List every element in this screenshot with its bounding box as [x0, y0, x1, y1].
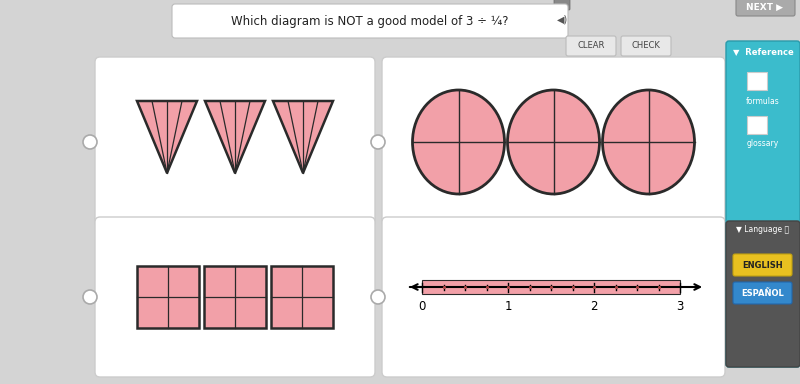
- Text: ▼ Language ⓘ: ▼ Language ⓘ: [737, 225, 790, 233]
- Text: ◀): ◀): [558, 14, 569, 24]
- Text: glossary: glossary: [747, 139, 779, 149]
- Circle shape: [371, 135, 385, 149]
- Text: ENGLISH: ENGLISH: [742, 260, 783, 270]
- FancyBboxPatch shape: [733, 254, 792, 276]
- Bar: [271, 266, 333, 328]
- Bar: [204, 266, 266, 328]
- Text: 1: 1: [504, 300, 512, 313]
- FancyBboxPatch shape: [554, 0, 570, 10]
- FancyBboxPatch shape: [621, 36, 671, 56]
- FancyBboxPatch shape: [382, 217, 725, 377]
- FancyBboxPatch shape: [736, 0, 795, 16]
- Bar: [747, 116, 767, 134]
- Polygon shape: [205, 101, 265, 173]
- FancyBboxPatch shape: [382, 57, 725, 227]
- Text: 3: 3: [676, 300, 684, 313]
- Text: Which diagram is NOT a good model of 3 ÷ ¼?: Which diagram is NOT a good model of 3 ÷…: [231, 15, 509, 28]
- Bar: [137, 266, 199, 328]
- Text: formulas: formulas: [746, 98, 780, 106]
- FancyBboxPatch shape: [172, 4, 568, 38]
- Polygon shape: [273, 101, 333, 173]
- Text: ESPAÑOL: ESPAÑOL: [742, 288, 784, 298]
- Circle shape: [83, 290, 97, 304]
- FancyBboxPatch shape: [735, 65, 789, 101]
- Bar: [747, 72, 767, 90]
- FancyBboxPatch shape: [566, 36, 616, 56]
- Circle shape: [371, 290, 385, 304]
- Text: ▼  Reference: ▼ Reference: [733, 48, 794, 56]
- Ellipse shape: [602, 90, 694, 194]
- Text: CHECK: CHECK: [631, 41, 661, 51]
- Ellipse shape: [507, 90, 599, 194]
- FancyBboxPatch shape: [95, 57, 375, 227]
- FancyBboxPatch shape: [733, 282, 792, 304]
- Ellipse shape: [413, 90, 505, 194]
- Text: NEXT ▶: NEXT ▶: [746, 3, 783, 12]
- FancyBboxPatch shape: [726, 221, 800, 367]
- FancyBboxPatch shape: [95, 217, 375, 377]
- Polygon shape: [137, 101, 197, 173]
- Bar: [422, 280, 680, 294]
- Text: 2: 2: [590, 300, 598, 313]
- Circle shape: [83, 135, 97, 149]
- Text: CLEAR: CLEAR: [578, 41, 605, 51]
- FancyBboxPatch shape: [726, 41, 800, 367]
- Text: 0: 0: [418, 300, 426, 313]
